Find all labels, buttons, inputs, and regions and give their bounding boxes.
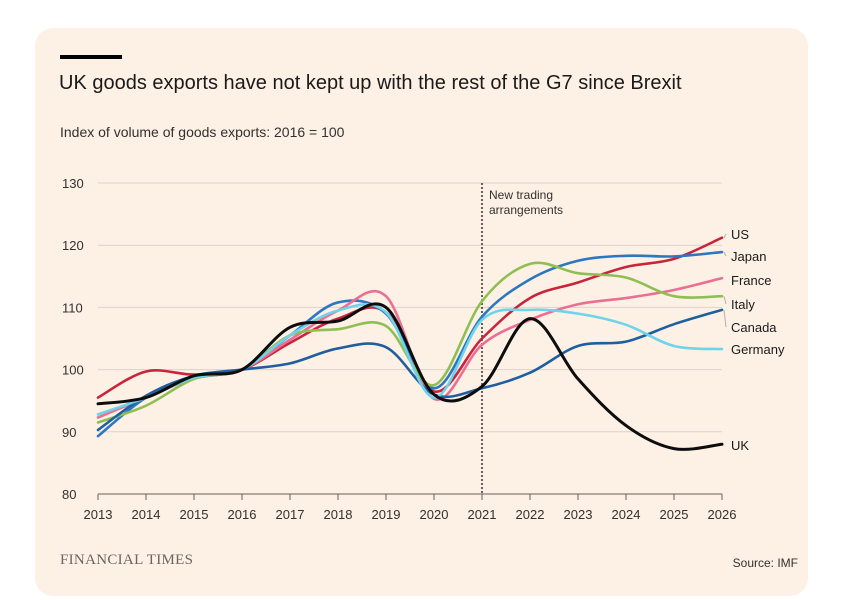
x-tick-label: 2021 [468,507,497,522]
series-label-uk: UK [731,438,749,453]
chart-title: UK goods exports have not kept up with t… [59,72,682,94]
series-label-italy: Italy [731,297,755,312]
x-tick-label: 2020 [420,507,449,522]
title-accent-bar [60,55,122,59]
leader-italy [723,296,727,305]
x-tick-label: 2025 [660,507,689,522]
series-lines [96,236,724,451]
x-tick-label: 2013 [84,507,113,522]
series-line-us [96,236,724,399]
y-tick-label: 120 [62,238,84,253]
series-line-uk [96,302,724,451]
x-tick-label: 2024 [612,507,641,522]
series-labels: US Japan France Italy Canada Germany UK [723,227,785,453]
y-tick-label: 130 [62,176,84,191]
series-line-germany [96,303,724,416]
x-tick-label: 2015 [180,507,209,522]
series-label-france: France [731,273,771,288]
leader-japan [723,251,727,257]
annotation-text: New trading [489,188,553,202]
series-label-us: US [731,227,749,242]
leader-us [723,233,727,238]
y-axis-ticks: 80 90 100 110 120 130 [62,176,84,502]
series-line-italy [96,261,724,424]
x-tick-label: 2014 [132,507,161,522]
y-tick-label: 90 [62,425,76,440]
x-tick-label: 2019 [372,507,401,522]
x-tick-label: 2026 [708,507,737,522]
y-tick-label: 110 [62,300,83,315]
leader-canada [723,309,727,328]
y-tick-label: 100 [62,363,84,378]
annotation-text: arrangements [489,203,563,217]
chart-card [35,28,808,596]
source-note: Source: IMF [732,556,798,570]
x-tick-label: 2022 [516,507,545,522]
x-tick-label: 2016 [228,507,257,522]
x-tick-label: 2018 [324,507,353,522]
ft-logo: FINANCIAL TIMES [60,552,194,568]
series-label-canada: Canada [731,320,777,335]
series-label-japan: Japan [731,249,766,264]
x-tick-label: 2017 [276,507,305,522]
series-line-japan [96,250,724,438]
x-axis: 2013 2014 2015 2016 2017 2018 2019 2020 2021 2022… [84,493,737,522]
x-tick-label: 2023 [564,507,593,522]
gridlines [98,182,722,433]
y-tick-label: 80 [62,487,76,502]
series-label-germany: Germany [731,342,785,357]
chart-subtitle: Index of volume of goods exports: 2016 =… [60,124,345,140]
